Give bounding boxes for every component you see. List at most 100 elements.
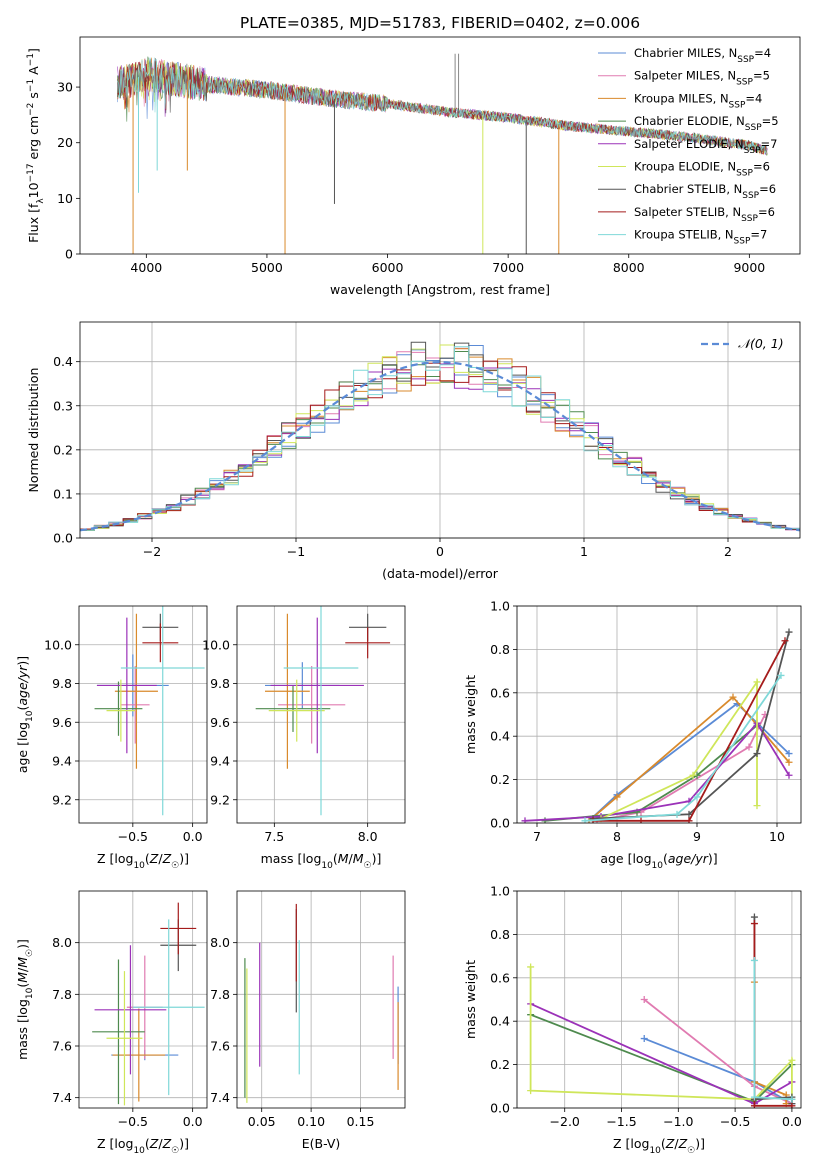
x-tick-label: −1.5 [606, 1114, 636, 1129]
x-tick-label: 8 [613, 829, 621, 844]
x-tick-label: 0.10 [297, 1114, 325, 1129]
weight-marker [750, 913, 758, 921]
errorbar-point [132, 919, 205, 1096]
errorbars [94, 606, 205, 816]
axes-frame [516, 605, 802, 824]
x-tick-label: −0.5 [720, 1114, 750, 1129]
errorbar-point [255, 685, 331, 732]
weight-marker [781, 637, 789, 645]
y-tick-label: 0.2 [53, 442, 73, 457]
x-tick-label: 0.0 [183, 1114, 203, 1129]
errorbar-point [142, 623, 179, 663]
axes-frame [236, 605, 406, 824]
errorbar-point [96, 617, 157, 754]
errorbars [255, 606, 391, 816]
y-tick-label: 8.0 [52, 935, 72, 950]
histogram-step-kroupa-stelib [80, 346, 800, 531]
x-tick-label: −0.5 [118, 829, 148, 844]
errorbar-point [278, 666, 346, 744]
y-axis-label: Flux [fλ10−17 erg cm−2 s−1 A−1] [26, 48, 46, 243]
errorbars [244, 903, 399, 1103]
legend-entry: Chabrier MILES, NSSP=4 [634, 46, 771, 65]
x-tick-label: 7 [533, 829, 541, 844]
errorbar-point [106, 971, 143, 1106]
weight-marker [750, 956, 758, 964]
spectrum-lines [117, 53, 768, 254]
weight-marker [785, 750, 793, 758]
spectrum-line-kroupa-stelib [117, 57, 768, 154]
errorbars [92, 902, 205, 1106]
weight-line-chabrier-stelib [753, 917, 793, 1104]
errorbar-point [268, 679, 325, 742]
x-tick-label: 8.0 [358, 829, 378, 844]
y-tick-label: 20 [57, 135, 73, 150]
y-tick-label: 0.6 [490, 970, 510, 985]
y-tick-label: 0.0 [53, 531, 73, 546]
y-tick-label: 9.2 [210, 792, 230, 807]
weight-marker [729, 693, 737, 701]
legend-entry: Salpeter STELIB, NSSP=6 [634, 205, 775, 224]
x-tick-label: 7000 [492, 260, 524, 275]
errorbar-point [160, 902, 197, 955]
weight-marker [685, 810, 693, 818]
y-tick-label: 10.0 [202, 637, 230, 652]
y-tick-label: 9.8 [210, 676, 230, 691]
spectrum-line-salpeter-stelib [117, 58, 768, 155]
weight-marker [527, 963, 535, 971]
weight-marker [785, 758, 793, 766]
y-tick-label: 1.0 [490, 599, 510, 614]
x-axis-label: Z [log10(Z/Z☉)] [97, 1136, 189, 1156]
mass-weight-vs-Z-panel: −2.0 −1.5 −1.0 −0.5 0.0 0.0 0.2 0.4 0.6 0.8 1.0 Z [… [463, 884, 802, 1157]
weight-line-salpeter-miles [596, 714, 766, 822]
x-axis-label: mass [log10(M/M☉)] [261, 851, 382, 871]
weight-marker [750, 1102, 758, 1108]
weight-line-kroupa-elodie [600, 679, 758, 820]
y-axis-label: mass [log10(M/M☉)] [15, 939, 35, 1060]
errorbar-point [283, 606, 359, 816]
weight-line-salpeter-elodie [530, 1002, 793, 1105]
y-axis-label: age [log10(age/yr)] [15, 656, 35, 773]
x-axis-label: E(B-V) [302, 1136, 341, 1151]
x-tick-label: 2 [724, 544, 732, 559]
y-tick-label: 9.2 [52, 792, 72, 807]
x-tick-label: 0.0 [183, 829, 203, 844]
spectrum-panel: 4000 5000 6000 7000 8000 9000 0 10 20 30 wavelengt… [26, 36, 801, 297]
weight-marker [637, 817, 645, 823]
y-tick-label: 0.3 [53, 398, 73, 413]
weight-line-salpeter-elodie [524, 721, 790, 822]
weight-marker [745, 743, 753, 751]
mass-vs-EBV-panel: 0.05 0.10 0.15 7.4 7.6 7.8 8.0 E(B-V) [210, 890, 406, 1151]
legend-entry: Chabrier ELODIE, NSSP=5 [634, 114, 779, 133]
y-tick-label: 9.6 [210, 715, 230, 730]
y-tick-label: 0.8 [490, 642, 510, 657]
errorbar-point [94, 945, 167, 1075]
y-tick-label: 30 [57, 80, 73, 95]
errorbar-point [270, 617, 364, 754]
weight-lines [521, 628, 793, 823]
x-axis-label: age [log10(age/yr)] [600, 851, 717, 871]
figure-title: PLATE=0385, MJD=51783, FIBERID=0402, z=0… [240, 14, 640, 32]
y-axis-label: mass weight [463, 675, 478, 754]
axes-frame [78, 605, 208, 824]
y-tick-label: 7.6 [210, 1039, 230, 1054]
y-tick-label: 0.0 [490, 816, 510, 831]
legend-entry: Kroupa ELODIE, NSSP=6 [634, 160, 770, 179]
x-tick-label: 1 [580, 544, 588, 559]
y-tick-label: 9.8 [52, 676, 72, 691]
weight-marker [750, 1093, 758, 1101]
weight-line-kroupa-elodie [529, 967, 793, 1101]
weight-line-salpeter-stelib [753, 923, 792, 1107]
x-tick-label: 10 [769, 829, 785, 844]
y-tick-label: 9.6 [52, 715, 72, 730]
weight-marker [785, 628, 793, 636]
y-tick-label: 0.1 [53, 486, 73, 501]
x-tick-label: 0.0 [782, 1114, 802, 1129]
errorbar-point [112, 1008, 166, 1102]
errorbar-point [92, 959, 145, 1105]
y-tick-label: 7.4 [52, 1090, 72, 1105]
weight-marker [788, 1102, 796, 1108]
x-tick-label: −2.0 [550, 1114, 580, 1129]
legend-entry: 𝒩(0, 1) [738, 336, 784, 351]
x-tick-label: 6000 [372, 260, 404, 275]
x-axis-label: Z [log10(Z/Z☉)] [97, 851, 189, 871]
